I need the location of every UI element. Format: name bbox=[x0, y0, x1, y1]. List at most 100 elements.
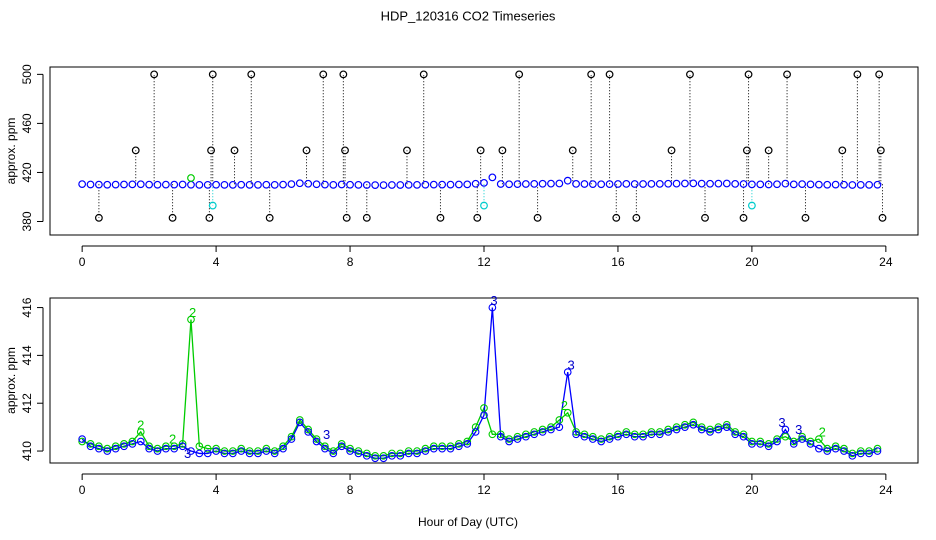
point bbox=[262, 180, 271, 189]
annotation: 2 bbox=[561, 398, 568, 413]
point bbox=[220, 447, 229, 455]
point bbox=[672, 423, 681, 431]
point bbox=[304, 428, 313, 436]
x-tick-label: 16 bbox=[611, 483, 625, 497]
point bbox=[547, 423, 555, 431]
point bbox=[480, 411, 488, 420]
y-tick-label: 412 bbox=[20, 393, 34, 413]
point bbox=[111, 444, 120, 453]
point bbox=[831, 180, 840, 189]
point bbox=[764, 440, 773, 448]
point bbox=[136, 180, 145, 189]
point bbox=[170, 444, 179, 453]
point bbox=[168, 213, 177, 222]
point bbox=[853, 70, 862, 79]
y-axis-label: approx. ppm bbox=[4, 118, 18, 185]
annotation: 3 bbox=[490, 293, 497, 308]
point bbox=[831, 444, 840, 453]
point bbox=[362, 451, 371, 460]
point bbox=[379, 181, 388, 189]
point bbox=[473, 213, 482, 222]
point bbox=[748, 440, 756, 448]
x-tick-label: 24 bbox=[879, 483, 893, 497]
point bbox=[856, 449, 865, 458]
point bbox=[208, 201, 217, 210]
point bbox=[279, 444, 287, 453]
point bbox=[245, 447, 254, 455]
point bbox=[304, 179, 313, 188]
point bbox=[505, 435, 513, 443]
point bbox=[555, 416, 564, 424]
point bbox=[203, 444, 212, 453]
point bbox=[413, 449, 421, 458]
point bbox=[714, 425, 723, 434]
point bbox=[207, 146, 215, 155]
point bbox=[162, 444, 170, 453]
point bbox=[463, 180, 472, 189]
point bbox=[337, 440, 346, 448]
point bbox=[639, 430, 647, 439]
point bbox=[346, 444, 354, 453]
point bbox=[354, 447, 363, 455]
point bbox=[563, 368, 572, 376]
point bbox=[614, 432, 622, 441]
point bbox=[136, 428, 145, 436]
point bbox=[237, 444, 246, 453]
point bbox=[471, 428, 480, 436]
point bbox=[178, 180, 187, 189]
point bbox=[237, 447, 246, 455]
annotation: 3 bbox=[567, 358, 574, 373]
point bbox=[823, 444, 832, 453]
point bbox=[150, 70, 159, 79]
point bbox=[664, 425, 673, 434]
point bbox=[95, 444, 103, 453]
point bbox=[701, 213, 709, 222]
point bbox=[480, 404, 488, 412]
point bbox=[341, 146, 349, 155]
point bbox=[744, 70, 753, 79]
point bbox=[438, 444, 446, 453]
point bbox=[321, 444, 329, 453]
point bbox=[421, 180, 430, 189]
point bbox=[513, 432, 522, 441]
point bbox=[153, 180, 162, 189]
point bbox=[681, 179, 689, 188]
point bbox=[667, 146, 676, 155]
point bbox=[270, 180, 279, 189]
point bbox=[337, 442, 346, 451]
point bbox=[572, 428, 580, 436]
point bbox=[806, 180, 815, 189]
point bbox=[454, 180, 463, 189]
point bbox=[878, 213, 887, 222]
point bbox=[865, 180, 874, 189]
point bbox=[128, 437, 137, 446]
point bbox=[614, 180, 622, 188]
point bbox=[630, 180, 639, 188]
plot-frame bbox=[49, 297, 919, 464]
point bbox=[212, 447, 220, 455]
point bbox=[230, 146, 239, 155]
point bbox=[580, 180, 589, 188]
point bbox=[764, 180, 773, 189]
point bbox=[789, 180, 798, 189]
point bbox=[413, 447, 421, 455]
x-tick-label: 16 bbox=[611, 255, 625, 269]
annotation: 2 bbox=[137, 417, 144, 432]
point bbox=[111, 442, 120, 451]
point bbox=[346, 447, 354, 455]
point bbox=[630, 432, 639, 441]
point bbox=[145, 180, 154, 189]
point bbox=[120, 442, 128, 451]
point bbox=[245, 180, 254, 189]
point bbox=[455, 440, 463, 448]
point bbox=[208, 70, 217, 79]
point bbox=[312, 437, 321, 446]
point bbox=[655, 179, 664, 188]
point bbox=[404, 180, 413, 189]
point bbox=[304, 425, 313, 434]
point bbox=[396, 449, 405, 458]
point bbox=[463, 440, 472, 448]
point bbox=[587, 70, 596, 79]
point bbox=[187, 180, 195, 189]
